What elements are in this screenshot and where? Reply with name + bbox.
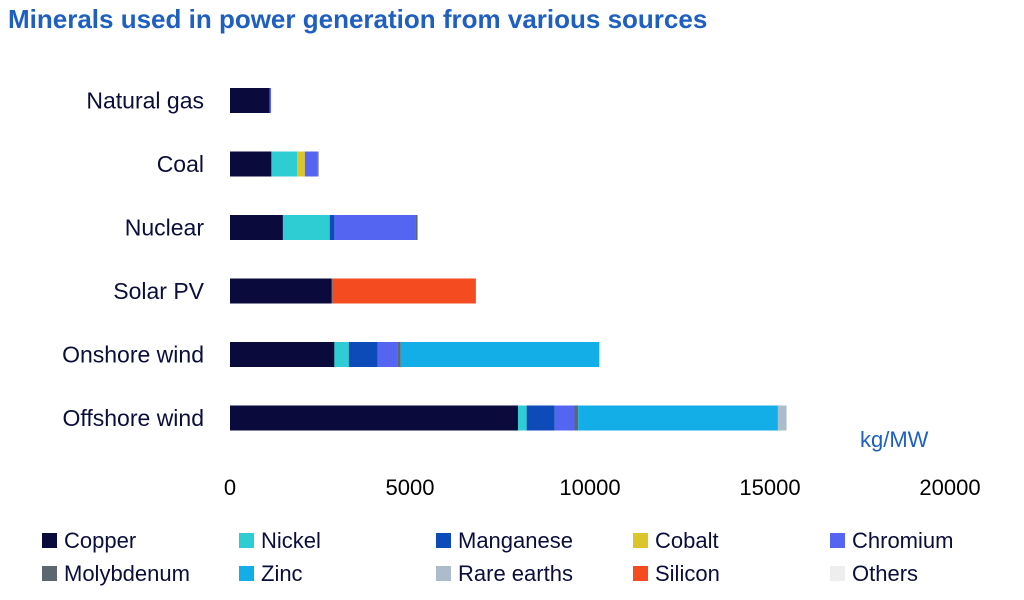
x-tick-label: 5000 [386, 475, 435, 500]
x-tick-label: 20000 [919, 475, 980, 500]
category-label: Natural gas [86, 88, 204, 114]
legend-swatch [633, 533, 648, 548]
category-label: Offshore wind [63, 405, 204, 431]
bar-segment-molybdenum [397, 342, 401, 367]
legend-swatch [830, 566, 845, 581]
legend-label: Manganese [458, 528, 573, 553]
legend-label: Zinc [261, 561, 303, 586]
bar-segment-molybdenum [317, 151, 319, 177]
legend-label: Nickel [261, 528, 321, 553]
legend-swatch [633, 566, 648, 581]
x-tick-label: 0 [224, 475, 236, 500]
legend-swatch [239, 566, 254, 581]
bar-segment-chromium [377, 342, 398, 367]
bar-segment-copper [230, 215, 283, 240]
bar-segment-nickel [518, 405, 527, 431]
legend-swatch [239, 533, 254, 548]
bar-segment-chromium [554, 405, 575, 431]
legend-swatch [436, 533, 451, 548]
legend-label: Chromium [852, 528, 953, 553]
x-tick-label: 15000 [739, 475, 800, 500]
category-label: Nuclear [125, 215, 205, 241]
legend-swatch [42, 533, 57, 548]
legend-label: Copper [64, 528, 136, 553]
category-label: Onshore wind [62, 342, 204, 368]
unit-label: kg/MW [860, 427, 929, 452]
legend-label: Molybdenum [64, 561, 190, 586]
legend-swatch [42, 566, 57, 581]
bar-segment-nickel [282, 215, 330, 240]
legend-label: Rare earths [458, 561, 573, 586]
category-labels: Natural gas Coal Nuclear Solar PV Onshore wi… [62, 88, 205, 432]
bar-segment-rare-earths [777, 405, 787, 431]
bar-segment-manganese [329, 215, 335, 240]
bar-segment-copper [230, 278, 332, 304]
bar-segment-cobalt [297, 151, 305, 177]
bar-segment-manganese [526, 405, 555, 431]
legend: Copper Nickel Manganese Cobalt Chromium Molyb… [42, 528, 953, 586]
bar-segment-molybdenum [574, 405, 579, 431]
bar-segment-molybdenum [415, 215, 418, 240]
legend-swatch [436, 566, 451, 581]
bar-segment-chromium [334, 215, 416, 240]
bar-segment-copper [230, 342, 335, 367]
bar-segment-nickel [334, 342, 349, 367]
x-axis-ticks: 0 5000 10000 15000 20000 [224, 475, 981, 500]
legend-swatch [830, 533, 845, 548]
bar-segment-chromium [269, 88, 272, 113]
bar-segment-chromium [304, 151, 318, 177]
bar-segment-copper [230, 405, 518, 431]
x-tick-label: 10000 [559, 475, 620, 500]
bar-segment-copper [230, 88, 270, 113]
legend-label: Silicon [655, 561, 720, 586]
bar-segment-copper [230, 151, 272, 177]
chart-title: Minerals used in power generation from v… [8, 4, 708, 34]
bar-segment-molybdenum [331, 278, 333, 304]
bar-segment-zinc [578, 405, 778, 431]
bar-segment-manganese [348, 342, 378, 367]
bar-segment-nickel [271, 151, 298, 177]
category-label: Coal [157, 151, 204, 177]
bar-segment-silicon [332, 278, 476, 304]
category-label: Solar PV [113, 278, 204, 304]
legend-label: Cobalt [655, 528, 719, 553]
bar-segment-zinc [400, 342, 600, 367]
bar-segments [230, 88, 787, 431]
legend-label: Others [852, 561, 918, 586]
